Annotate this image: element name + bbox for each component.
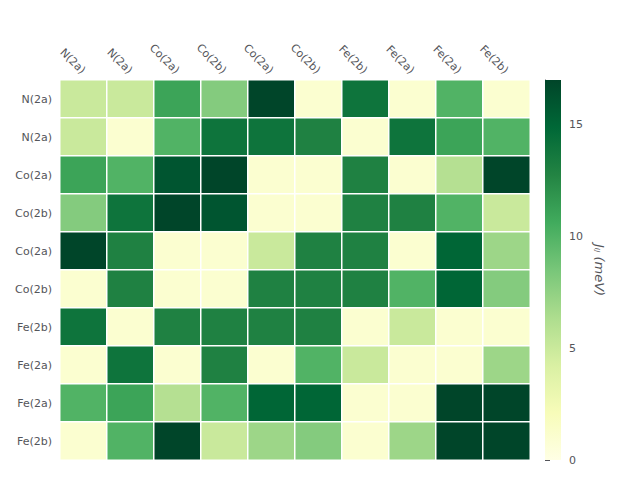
svg-text:Co(2b): Co(2b) [288, 41, 323, 76]
svg-text:Co(2a): Co(2a) [15, 245, 52, 258]
svg-text:0: 0 [569, 454, 576, 467]
svg-text:Co(2b): Co(2b) [194, 41, 229, 76]
svg-text:Fe(2a): Fe(2a) [17, 359, 52, 372]
svg-text:N(2a): N(2a) [21, 93, 52, 106]
svg-text:Fe(2a): Fe(2a) [383, 43, 417, 77]
svg-text:Co(2a): Co(2a) [241, 41, 276, 76]
svg-text:Co(2b): Co(2b) [15, 283, 52, 296]
svg-text:15: 15 [569, 118, 583, 131]
svg-text:N(2a): N(2a) [21, 131, 52, 144]
svg-text:Co(2b): Co(2b) [15, 207, 52, 220]
svg-text:Co(2a): Co(2a) [147, 41, 182, 76]
svg-text:Fe(2a): Fe(2a) [430, 43, 464, 77]
svg-text:N(2a): N(2a) [104, 46, 135, 77]
svg-text:Co(2a): Co(2a) [15, 169, 52, 182]
svg-text:Fe(2b): Fe(2b) [17, 321, 52, 334]
svg-text:Fe(2b): Fe(2b) [17, 435, 52, 448]
svg-text:5: 5 [569, 342, 576, 355]
svg-text:Fe(2a): Fe(2a) [17, 397, 52, 410]
svg-text:Fe(2b): Fe(2b) [477, 43, 511, 77]
svg-text:10: 10 [569, 230, 583, 243]
svg-text:Fe(2b): Fe(2b) [336, 43, 370, 77]
svg-text:Jᵢⱼ (meV): Jᵢⱼ (meV) [592, 241, 607, 296]
svg-text:N(2a): N(2a) [57, 46, 88, 77]
